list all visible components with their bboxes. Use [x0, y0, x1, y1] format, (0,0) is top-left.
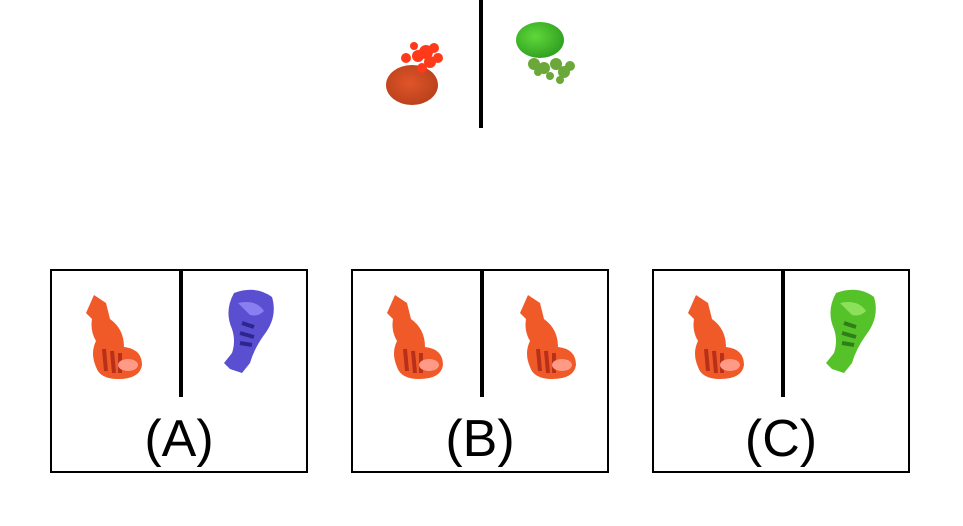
green-rotated-fox-icon [826, 289, 876, 373]
option-a[interactable]: (A) [50, 269, 308, 473]
green-tree-shape-icon [516, 22, 575, 84]
option-b[interactable]: (B) [351, 269, 609, 473]
option-b-label: (B) [445, 410, 515, 468]
blue-rotated-fox-icon [224, 289, 274, 373]
red-tree-shape-icon [386, 42, 443, 105]
option-a-label: (A) [144, 410, 214, 468]
orange-fox-icon [520, 295, 576, 379]
orange-fox-icon [387, 295, 443, 379]
reference-divider [479, 0, 483, 128]
option-c-label: (C) [744, 410, 818, 468]
option-c[interactable]: (C) [652, 269, 910, 473]
orange-fox-icon [688, 295, 744, 379]
option-c-divider [781, 271, 785, 397]
orange-fox-icon [86, 295, 142, 379]
option-b-divider [480, 271, 484, 397]
option-a-divider [179, 271, 183, 397]
reference-pair [380, 0, 590, 130]
